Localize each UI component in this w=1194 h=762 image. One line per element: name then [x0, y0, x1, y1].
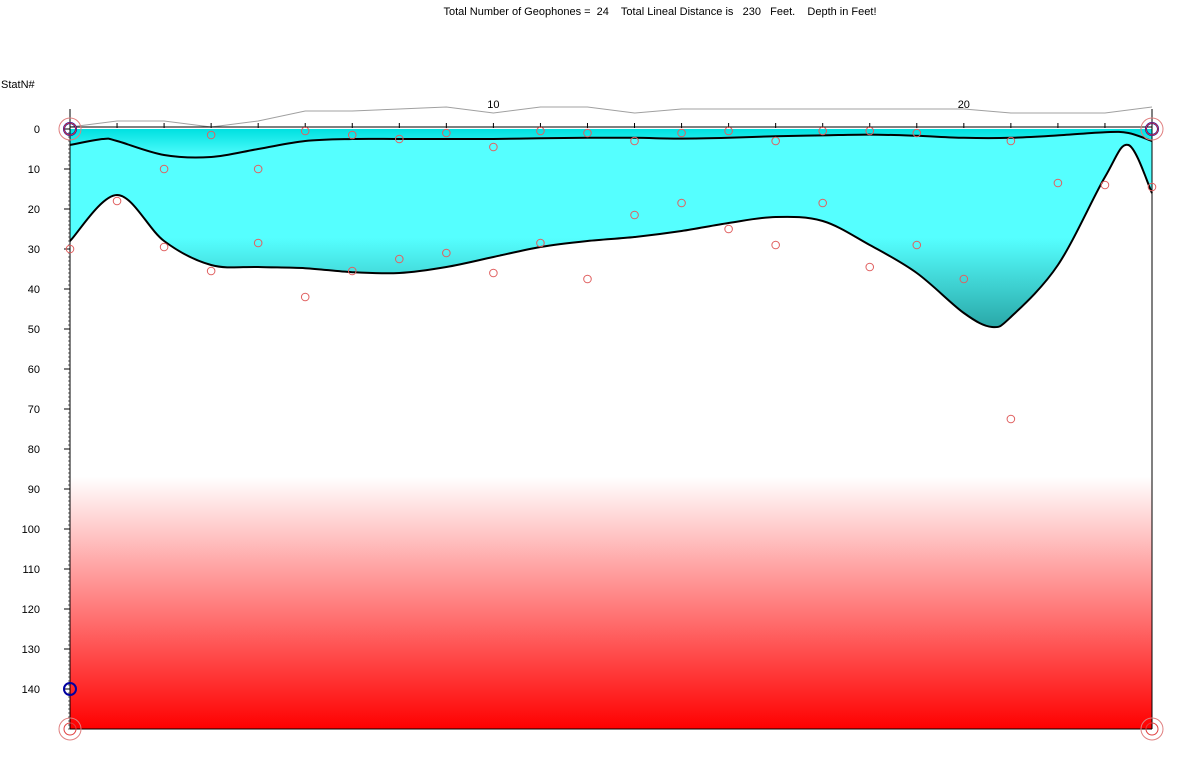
depth-point-marker: [1006, 136, 1016, 146]
depth-point-marker: [112, 196, 122, 206]
corner-marker-inner: [1145, 722, 1159, 736]
depth-point-marker: [724, 224, 733, 234]
depth-point-marker: [65, 244, 75, 254]
depth-point-marker: [442, 128, 451, 138]
depth-tick-label: 130: [22, 644, 40, 656]
depth-point-marker: [536, 238, 545, 248]
depth-point-marker: [583, 128, 592, 138]
depth-tick-label: 30: [28, 244, 40, 256]
depth-point-marker: [724, 126, 733, 136]
depth-point-marker: [253, 164, 263, 174]
depth-point-marker: [395, 254, 404, 264]
depth-point-marker: [912, 128, 922, 138]
depth-point-marker: [395, 134, 404, 144]
depth-point-marker: [771, 240, 780, 250]
depth-point-marker: [1147, 182, 1157, 192]
depth-point-marker: [771, 136, 780, 146]
depth-point-marker: [159, 164, 169, 174]
depth-tick-label: 60: [28, 364, 40, 376]
station-tick-label: 20: [958, 99, 970, 111]
depth-point-marker: [959, 274, 969, 284]
depth-point-marker: [489, 142, 498, 152]
shot-point-marker: [63, 682, 77, 696]
depth-point-marker: [253, 238, 263, 248]
depth-tick-label: 50: [28, 324, 40, 336]
depth-point-marker: [159, 242, 169, 252]
depth-tick-label: 0: [34, 124, 40, 136]
depth-tick-label: 120: [22, 604, 40, 616]
topography-line: [69, 106, 1153, 128]
depth-point-marker: [630, 136, 639, 146]
depth-tick-label: 90: [28, 484, 40, 496]
depth-point-marker: [536, 126, 545, 136]
layer-2-fill: [70, 129, 1152, 328]
depth-point-marker: [1100, 180, 1110, 190]
depth-point-marker: [630, 210, 639, 220]
depth-tick-label: 40: [28, 284, 40, 296]
depth-point-marker: [818, 126, 827, 136]
depth-point-marker: [1006, 414, 1016, 424]
depth-point-marker: [300, 126, 310, 136]
corner-marker-outer: [58, 717, 82, 741]
depth-point-marker: [677, 128, 686, 138]
corner-marker-outer: [58, 117, 82, 141]
depth-point-marker: [583, 274, 592, 284]
depth-point-marker: [912, 240, 922, 250]
depth-point-marker: [865, 262, 875, 272]
depth-point-marker: [1053, 178, 1063, 188]
depth-point-marker: [300, 292, 310, 302]
depth-point-marker: [206, 130, 216, 140]
bedrock-gradient: [70, 477, 1152, 729]
depth-point-marker: [865, 126, 875, 136]
depth-point-marker: [442, 248, 451, 258]
layer-2-boundary-line: [69, 143, 1153, 329]
depth-point-marker: [818, 198, 827, 208]
chart-title: Total Number of Geophones = 24 Total Lin…: [443, 6, 877, 18]
depth-point-marker: [677, 198, 686, 208]
corner-marker-outer: [1140, 717, 1164, 741]
corner-marker-inner: [1145, 122, 1159, 136]
depth-point-marker: [206, 266, 216, 276]
layer-1-boundary-line: [69, 130, 1153, 159]
depth-tick-label: 70: [28, 404, 40, 416]
station-axis-label: StatN#: [1, 79, 35, 91]
corner-marker-outer: [1140, 117, 1164, 141]
depth-point-marker: [347, 130, 357, 140]
depth-point-marker: [347, 266, 357, 276]
layer-1-fill: [70, 129, 1152, 158]
depth-tick-label: 20: [28, 204, 40, 216]
depth-tick-label: 140: [22, 684, 40, 696]
depth-point-marker: [489, 268, 498, 278]
depth-tick-label: 80: [28, 444, 40, 456]
corner-marker-inner: [63, 122, 77, 136]
depth-tick-label: 10: [28, 164, 40, 176]
depth-tick-label: 100: [22, 524, 40, 536]
depth-tick-label: 110: [22, 564, 40, 576]
corner-marker-inner: [63, 722, 77, 736]
station-tick-label: 10: [487, 99, 499, 111]
